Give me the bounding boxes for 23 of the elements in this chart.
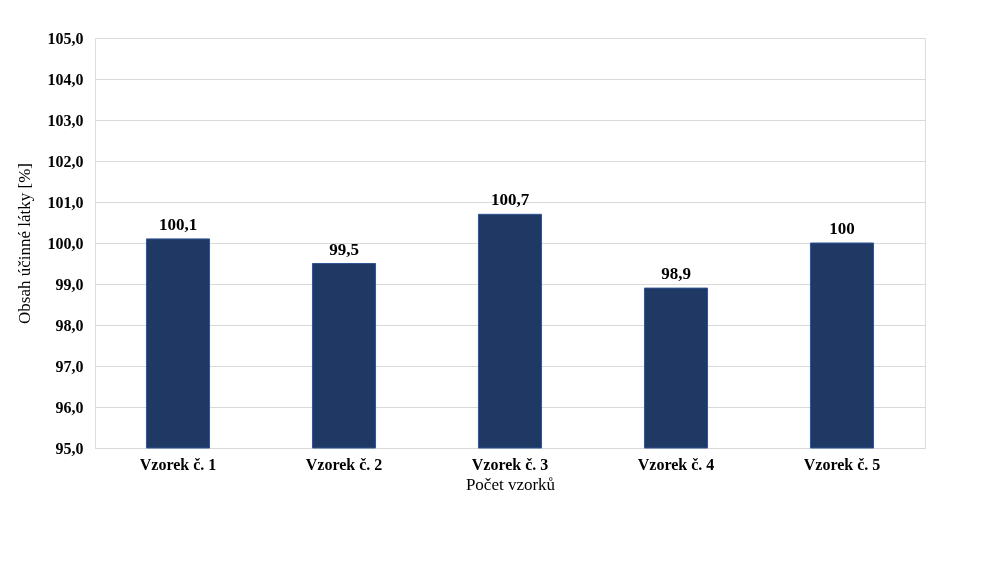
- y-tick-label: 95,0: [55, 439, 84, 457]
- x-tick-label: Vzorek č. 3: [471, 455, 549, 473]
- data-label: 100,1: [158, 214, 198, 234]
- data-label: 98,9: [661, 264, 691, 284]
- y-tick-label: 105,0: [47, 29, 84, 47]
- x-axis-title: Počet vzorků: [465, 474, 556, 494]
- y-axis-title: Obsah účinné látky [%]: [14, 163, 34, 324]
- data-label: 100: [829, 219, 855, 238]
- y-tick-label: 99,0: [55, 275, 84, 293]
- data-label: 99,5: [329, 239, 359, 259]
- y-tick-label: 100,0: [47, 234, 84, 252]
- y-tick-label: 104,0: [47, 70, 84, 88]
- y-tick-label: 96,0: [55, 398, 84, 416]
- data-label: 100,7: [490, 190, 530, 210]
- x-tick-label: Vzorek č. 1: [139, 455, 217, 473]
- y-tick-label: 97,0: [55, 357, 84, 375]
- x-tick-label: Vzorek č. 2: [305, 455, 383, 473]
- x-tick-label: Vzorek č. 4: [637, 455, 715, 473]
- x-tick-label: Vzorek č. 5: [803, 455, 881, 473]
- y-tick-label: 102,0: [47, 152, 84, 170]
- y-tick-label: 101,0: [47, 193, 84, 211]
- y-tick-label: 103,0: [47, 111, 84, 129]
- y-tick-label: 98,0: [55, 316, 84, 334]
